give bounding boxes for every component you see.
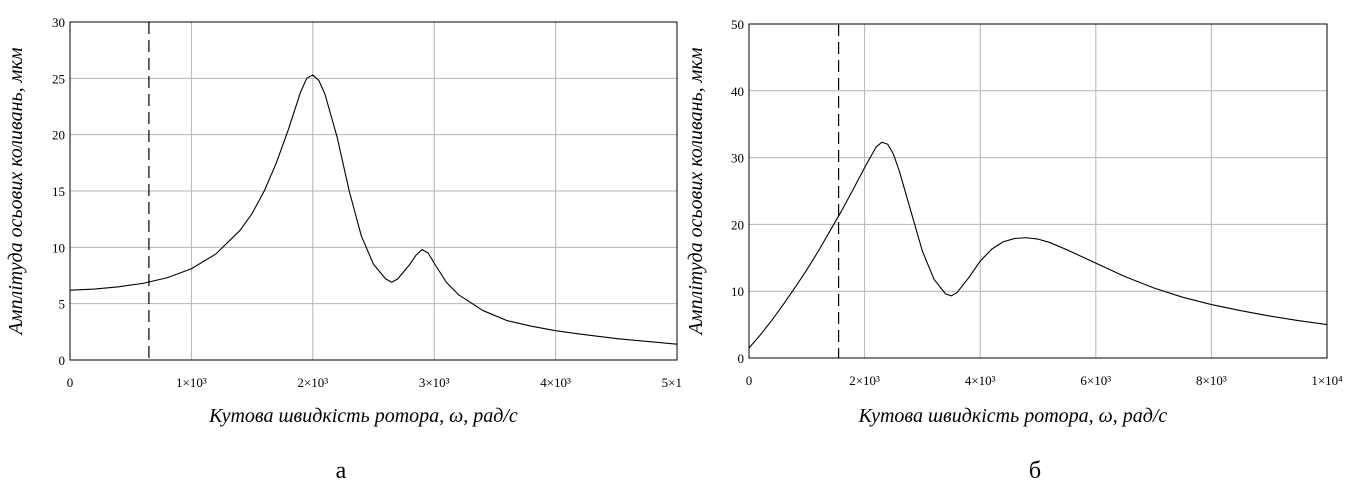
chart-b-panel-label: б: [1029, 458, 1041, 484]
chart-a-y-tick-label-5: 25: [52, 71, 65, 86]
chart-a-x-axis-label: Кутова швидкість ротора, ω, рад/с: [208, 405, 518, 427]
chart-a-x-tick-label-3: 3×10³: [419, 375, 450, 390]
chart-a-x-tick-label-0: 0: [67, 375, 74, 390]
chart-a-y-tick-label-2: 10: [52, 240, 65, 255]
chart-b-y-tick-label-5: 50: [731, 17, 744, 32]
chart-b-y-tick-label-2: 20: [731, 217, 744, 232]
chart-b-x-tick-label-4: 8×10³: [1196, 373, 1227, 388]
chart-b-series-line-0: [748, 141, 1328, 349]
chart-a-x-tick-label-2: 2×10³: [297, 375, 328, 390]
chart-a-x-tick-label-1: 1×10³: [176, 375, 207, 390]
chart-b-y-tick-label-0: 0: [738, 351, 745, 366]
chart-a-y-tick-label-3: 15: [52, 184, 65, 199]
chart-b-y-tick-label-1: 10: [731, 284, 744, 299]
chart-a-panel-label: а: [336, 458, 347, 484]
chart-a-y-tick-label-6: 30: [52, 15, 65, 30]
chart-a-y-axis-label: Амплітуда осьових коливань, мкм: [5, 47, 27, 336]
chart-b-y-tick-label-3: 30: [731, 151, 744, 166]
chart-b-x-tick-label-5: 1×10⁴: [1311, 373, 1343, 388]
chart-a-y-tick-label-0: 0: [59, 353, 66, 368]
chart-panel-a: 0 1×10³ 2×10³ 3×10³ 4×10³ 5×10³ 0 5 10 15 20 25 30 Ку…: [5, 15, 682, 484]
chart-panel-b: 0 2×10³ 4×10³ 6×10³ 8×10³ 1×10⁴ 0 10 20 30 40 50 Кут…: [682, 0, 1364, 490]
chart-a-y-tick-label-4: 20: [52, 128, 65, 143]
chart-b-x-tick-label-1: 2×10³: [849, 373, 880, 388]
chart-b-x-axis-label: Кутова швидкість ротора, ω, рад/с: [858, 405, 1168, 427]
chart-b-svg: 0 2×10³ 4×10³ 6×10³ 8×10³ 1×10⁴ 0 10 20 30 40 50 Кут…: [685, 17, 1343, 484]
chart-a-x-tick-label-4: 4×10³: [540, 375, 571, 390]
chart-b-y-axis-label: Амплітуда осьових коливань, мкм: [685, 47, 707, 336]
chart-b-x-tick-label-3: 6×10³: [1080, 373, 1111, 388]
chart-b-x-tick-label-2: 4×10³: [965, 373, 996, 388]
chart-a-plot-frame: [69, 21, 678, 361]
chart-b-x-tick-label-0: 0: [746, 373, 753, 388]
chart-b-plot-frame: [748, 23, 1328, 359]
chart-a-y-tick-label-1: 5: [59, 297, 66, 312]
chart-a-grid: [70, 22, 677, 360]
chart-a-svg: 0 1×10³ 2×10³ 3×10³ 4×10³ 5×10³ 0 5 10 15 20 25 30 Ку…: [5, 15, 682, 484]
chart-a-series-line-0: [69, 74, 678, 345]
chart-b-grid: [749, 24, 1327, 358]
chart-a-x-tick-label-5: 5×10³: [662, 375, 682, 390]
chart-b-y-tick-label-4: 40: [731, 84, 744, 99]
